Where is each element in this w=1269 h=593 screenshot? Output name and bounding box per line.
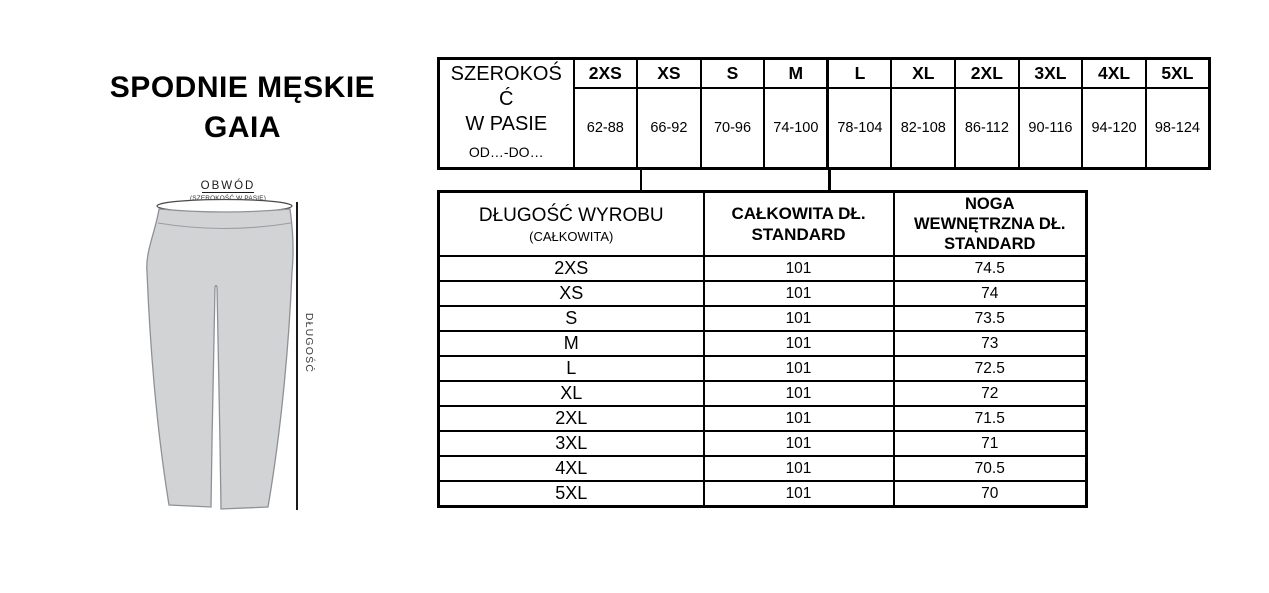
waist-range: 74-100 [763, 87, 829, 170]
waist-range: 78-104 [826, 87, 893, 170]
inner-leg-cell: 74.5 [892, 255, 1088, 282]
inner-leg-cell: 72.5 [892, 355, 1088, 382]
waist-table-header-cell: SZEROKOŚ Ć W PASIE OD…-DO… [437, 57, 575, 170]
inner-leg-cell: 73 [892, 330, 1088, 357]
waist-circumference-label: OBWÓD [201, 179, 256, 192]
size-cell: 5XL [437, 480, 705, 508]
size-header: 5XL [1144, 57, 1211, 89]
size-cell: XS [437, 280, 705, 307]
table-row: 5XL 101 70 [437, 480, 1088, 508]
waist-range: 66-92 [636, 87, 702, 170]
size-header: XS [636, 57, 702, 89]
inner-leg-cell: 74 [892, 280, 1088, 307]
size-cell: S [437, 305, 705, 332]
length-table: DŁUGOŚĆ WYROBU (CAŁKOWITA) CAŁKOWITA DŁ.… [437, 190, 1088, 508]
length-header-title: DŁUGOŚĆ WYROBU [478, 204, 664, 226]
table-row: 4XL 101 70.5 [437, 455, 1088, 482]
total-length-cell: 101 [702, 430, 895, 457]
total-length-cell: 101 [702, 255, 895, 282]
total-length-cell: 101 [702, 480, 895, 508]
size-header: 2XL [954, 57, 1020, 89]
table-row: 3XL 101 71 [437, 430, 1088, 457]
waist-range: 86-112 [954, 87, 1020, 170]
table-row: 2XS 101 74.5 [437, 255, 1088, 282]
inner-leg-cell: 71.5 [892, 405, 1088, 432]
page-title-line1: SPODNIE MĘSKIE [109, 71, 376, 104]
size-header: L [826, 57, 893, 89]
waist-header-line4: OD…-DO… [468, 144, 544, 160]
waist-header-line3: W PASIE [465, 113, 548, 135]
waist-size-table: SZEROKOŚ Ć W PASIE OD…-DO… 2XS XS S M L … [437, 57, 1211, 170]
length-table-header-total: CAŁKOWITA DŁ. STANDARD [702, 190, 895, 257]
waist-range: 70-96 [699, 87, 766, 170]
waist-circumference-sublabel: (SZEROKOŚĆ W PASIE) [190, 193, 266, 202]
size-cell: 3XL [437, 430, 705, 457]
total-length-cell: 101 [702, 380, 895, 407]
inner-leg-cell: 70.5 [892, 455, 1088, 482]
table-row: M 101 73 [437, 330, 1088, 357]
total-length-cell: 101 [702, 280, 895, 307]
table-row: L 101 72.5 [437, 355, 1088, 382]
inner-leg-cell: 70 [892, 480, 1088, 508]
size-header: S [699, 57, 766, 89]
pants-outline [146, 208, 294, 510]
total-length-cell: 101 [702, 330, 895, 357]
waistband-line [157, 222, 292, 230]
waist-range: 62-88 [572, 87, 639, 170]
length-label: DŁUGOŚĆ [303, 313, 316, 373]
inner-leg-cell: 73.5 [892, 305, 1088, 332]
length-table-header-inner-leg: NOGA WEWNĘTRZNA DŁ. STANDARD [892, 190, 1088, 257]
total-length-cell: 101 [702, 405, 895, 432]
waist-range: 90-116 [1017, 87, 1084, 170]
table-row: 2XL 101 71.5 [437, 405, 1088, 432]
total-length-cell: 101 [702, 455, 895, 482]
size-cell: 2XL [437, 405, 705, 432]
size-header: 4XL [1081, 57, 1147, 89]
size-cell: 2XS [437, 255, 705, 282]
length-table-header-size: DŁUGOŚĆ WYROBU (CAŁKOWITA) [437, 190, 705, 257]
waist-header-line1: SZEROKOŚ [450, 63, 562, 85]
page-title: SPODNIE MĘSKIE GAIA [40, 68, 445, 148]
length-header-sub: (CAŁKOWITA) [529, 228, 614, 244]
page-title-line2: GAIA [204, 111, 281, 144]
total-length-cell: 101 [702, 305, 895, 332]
size-header: XL [890, 57, 957, 89]
size-cell: M [437, 330, 705, 357]
table-connector-line-right [828, 169, 831, 192]
table-connector-line-left [640, 169, 642, 192]
size-cell: XL [437, 380, 705, 407]
table-row: XL 101 72 [437, 380, 1088, 407]
size-header: 3XL [1017, 57, 1084, 89]
waist-range: 98-124 [1144, 87, 1211, 170]
waist-range: 94-120 [1081, 87, 1147, 170]
inner-leg-cell: 72 [892, 380, 1088, 407]
size-header: M [763, 57, 829, 89]
pants-diagram: OBWÓD (SZEROKOŚĆ W PASIE) DŁUGOŚĆ [146, 179, 316, 510]
size-cell: L [437, 355, 705, 382]
size-header: 2XS [572, 57, 639, 89]
inner-leg-cell: 71 [892, 430, 1088, 457]
waist-header-line2: Ć [499, 88, 514, 110]
table-row: S 101 73.5 [437, 305, 1088, 332]
size-cell: 4XL [437, 455, 705, 482]
table-row: XS 101 74 [437, 280, 1088, 307]
total-length-cell: 101 [702, 355, 895, 382]
waist-range: 82-108 [890, 87, 957, 170]
